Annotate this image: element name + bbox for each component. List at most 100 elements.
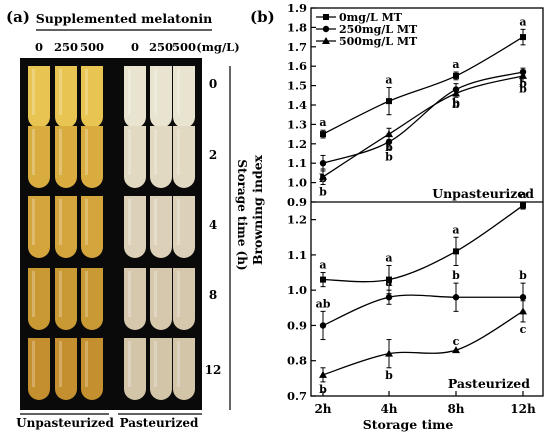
tube-highlight <box>128 129 131 175</box>
y-tick-label: 1.5 <box>287 79 307 93</box>
significance-letter: b <box>319 186 327 199</box>
y-tick-label: 1.2 <box>287 213 307 227</box>
plot-area: aaaabbbbbbbbaaaaababbbbcc <box>316 15 528 396</box>
tube <box>173 338 195 400</box>
x-tick-label: 12h <box>510 402 536 416</box>
series-line <box>322 71 524 164</box>
significance-letter: b <box>519 269 527 282</box>
tube <box>81 268 103 330</box>
legend-marker <box>323 14 329 20</box>
tube <box>124 126 146 188</box>
tube <box>124 338 146 400</box>
data-point-circle <box>385 294 393 301</box>
y-tick-label: 1.7 <box>287 40 307 54</box>
significance-letter: a <box>385 276 392 289</box>
significance-letter: b <box>385 369 393 382</box>
tube <box>150 338 172 400</box>
x-tick-label: 2h <box>314 402 331 416</box>
tube-highlight <box>59 271 62 317</box>
tube <box>81 338 103 400</box>
significance-letter: a <box>319 116 326 129</box>
tube <box>55 126 77 188</box>
tube <box>28 338 50 400</box>
panel-a: (a) Supplemented melatonin 0 250 500 0 2… <box>6 8 249 430</box>
conc-label: 500 <box>80 40 104 54</box>
group-label-unpasteurized: Unpasteurized <box>16 416 114 430</box>
tube <box>124 196 146 258</box>
tube <box>28 66 50 128</box>
tube <box>28 268 50 330</box>
supplement-title: Supplemented melatonin <box>36 11 212 26</box>
significance-letter: ab <box>316 297 331 310</box>
significance-letter: b <box>319 383 327 396</box>
significance-letter: c <box>520 323 527 336</box>
data-point-square <box>453 248 459 255</box>
y-tick-label: 1.0 <box>287 283 307 297</box>
significance-letter: a <box>319 259 326 272</box>
tube <box>150 196 172 258</box>
x-axis-title: Storage time <box>363 417 454 432</box>
tube-highlight <box>154 271 157 317</box>
y-tick-label: 1.1 <box>287 248 307 262</box>
tube-highlight <box>32 271 35 317</box>
tube-highlight <box>128 341 131 387</box>
y-tick-label: 1.3 <box>287 117 307 131</box>
x-tick-label: 8h <box>447 402 464 416</box>
tube <box>81 126 103 188</box>
storage-label: 12 <box>205 363 222 377</box>
data-point-triangle <box>452 346 460 354</box>
tube <box>173 268 195 330</box>
tube <box>81 66 103 128</box>
panel-b-label: (b) <box>250 8 275 26</box>
tube <box>28 126 50 188</box>
y-tick-label: 1.4 <box>287 98 307 112</box>
significance-letter: a <box>452 223 459 236</box>
data-point-triangle <box>385 130 393 138</box>
tube <box>124 66 146 128</box>
storage-axis-title: Storage time (h) <box>235 159 249 270</box>
data-point-triangle <box>452 89 460 97</box>
tube-highlight <box>59 199 62 245</box>
tube <box>150 268 172 330</box>
tube-highlight <box>32 341 35 387</box>
tube-highlight <box>59 129 62 175</box>
significance-letter: b <box>385 151 393 164</box>
series-line <box>322 204 524 283</box>
significance-letter: a <box>519 15 526 28</box>
data-point-triangle <box>385 349 393 357</box>
y-tick-label: 1.0 <box>287 176 307 190</box>
y-tick-label: 0.7 <box>287 389 307 403</box>
tube-highlight <box>154 129 157 175</box>
y-tick-label: 0.9 <box>287 318 307 332</box>
series-line <box>322 75 524 178</box>
tube-highlight <box>59 341 62 387</box>
significance-letter: b <box>519 77 527 90</box>
series-line <box>322 310 524 376</box>
conc-label: 0 <box>131 40 139 54</box>
tube-photo <box>28 66 195 400</box>
significance-letter: a <box>385 251 392 264</box>
data-point-square <box>453 72 459 79</box>
tube <box>28 196 50 258</box>
tube-highlight <box>154 199 157 245</box>
data-point-square <box>386 276 392 283</box>
storage-label: 0 <box>209 77 217 91</box>
tube-highlight <box>85 69 88 115</box>
y-tick-label: 1.6 <box>287 59 307 73</box>
series-line <box>322 36 524 135</box>
data-point-triangle <box>319 370 327 378</box>
data-point-square <box>320 276 326 283</box>
series-line <box>322 294 523 327</box>
tube-highlight <box>154 341 157 387</box>
significance-letter: b <box>519 83 527 96</box>
tube-highlight <box>128 271 131 317</box>
y-tick-label: 1.9 <box>287 1 307 15</box>
y-tick-label: 1.1 <box>287 156 307 170</box>
y-tick-label: 1.2 <box>287 137 307 151</box>
significance-letter: a <box>519 188 526 201</box>
y-tick-label: 1.8 <box>287 20 307 34</box>
storage-label: 8 <box>209 288 217 302</box>
data-point-circle <box>452 294 460 301</box>
